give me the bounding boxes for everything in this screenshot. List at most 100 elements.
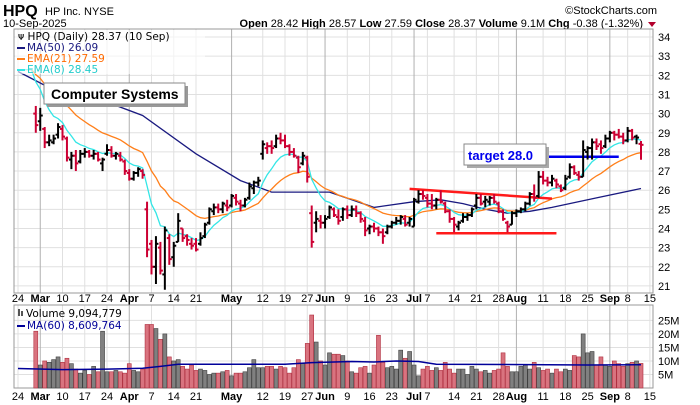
volume-bar: [514, 371, 519, 389]
close-label: Close: [415, 18, 445, 30]
volume-bar: [563, 368, 568, 389]
ohlc-bar: [206, 207, 212, 225]
date-tick-label: 10: [56, 391, 68, 403]
date-tick-label: 12: [257, 391, 269, 403]
volume-bar: [385, 367, 390, 389]
volume-bar: [505, 366, 510, 389]
ohlc-bar: [482, 195, 488, 208]
volume-bar: [162, 333, 168, 389]
ma50-line: [17, 70, 642, 214]
volume-bar: [540, 370, 546, 389]
price-panel: [13, 28, 654, 294]
ohlc-bar: [269, 140, 275, 154]
volume-bar: [549, 372, 555, 389]
ohlc-bar: [594, 138, 599, 150]
date-tick-label: Apr: [120, 391, 140, 403]
ohlc-bar: [616, 128, 622, 139]
exchange: NYSE: [84, 6, 114, 18]
ohlc-bar: [64, 136, 70, 162]
price-tick-label: 22: [658, 262, 670, 274]
ohlc-bar: [313, 211, 319, 233]
ohlc-bar: [398, 215, 404, 225]
volume-bar: [433, 367, 439, 389]
date-tick-label: 8: [625, 293, 631, 305]
volume-bar: [318, 360, 323, 389]
ohlc-bar: [598, 140, 604, 154]
date-tick-label: Mar: [30, 293, 50, 305]
volume-bar: [171, 360, 177, 389]
date-tick-label: 21: [470, 293, 482, 305]
volume-bar: [322, 364, 328, 389]
low-label: Low: [359, 18, 381, 30]
volume-bar: [33, 330, 39, 389]
date-tick-label: 28: [492, 391, 504, 403]
volume-bar: [500, 352, 506, 389]
down-arrow-icon: [648, 22, 656, 27]
volume-ma60-line: [17, 360, 642, 371]
volume-bar: [122, 372, 128, 389]
volume-bar: [327, 352, 332, 389]
ohlc-bar: [278, 132, 284, 145]
date-tick-label: 7: [148, 391, 154, 403]
ohlc-bar: [505, 220, 510, 233]
volume-bar: [238, 372, 243, 389]
volume-bar: [469, 366, 475, 389]
volume-bar: [425, 366, 430, 389]
date-tick-label: 25: [581, 293, 593, 305]
legend-ma50: MA(50) 26.09: [27, 42, 98, 54]
ohlc-bar: [46, 134, 52, 147]
price-tick-label: 23: [658, 243, 670, 255]
volume-bar: [358, 367, 363, 389]
volume-bar: [349, 371, 355, 389]
volume-bar: [37, 364, 43, 389]
volume-bar: [60, 362, 65, 389]
ohlc-bar: [140, 169, 146, 179]
ohlc-bar: [33, 105, 39, 133]
volume-bar: [211, 372, 217, 389]
volume-bar: [353, 372, 359, 389]
volume-bar: [456, 368, 461, 389]
chart-date: 10-Sep-2025: [3, 18, 67, 30]
date-tick-label: 9: [344, 293, 350, 305]
volume-icon: [18, 309, 20, 316]
ohlc-bar: [171, 241, 177, 267]
ohlc-bar: [456, 220, 462, 231]
ohlc-bar: [224, 199, 230, 212]
date-tick-label: May: [221, 293, 243, 305]
date-tick-label: 21: [190, 293, 202, 305]
ohlc-bar: [242, 197, 248, 208]
volume-bar: [545, 368, 550, 389]
date-tick-label: Sep: [600, 293, 620, 305]
volume-bar: [42, 360, 48, 389]
price-tick-label: 26: [658, 185, 670, 197]
ohlc-bar: [100, 157, 106, 172]
date-tick-label: 14: [448, 391, 460, 403]
volume-bar: [380, 362, 386, 389]
ohlc-bar: [540, 171, 546, 185]
date-tick-label: 14: [168, 391, 180, 403]
volume-bar: [193, 370, 199, 389]
ohlc-bar: [282, 134, 288, 149]
volume-bar: [282, 367, 288, 389]
ohlc-bar: [55, 123, 61, 139]
volume-bar: [362, 366, 368, 389]
ohlc-bar: [189, 238, 195, 250]
date-tick-label: 24: [101, 293, 113, 305]
ohlc-bar: [291, 148, 297, 158]
ohlc-bar: [562, 174, 568, 191]
volume-bar: [536, 367, 541, 389]
ohlc-bar: [335, 209, 341, 225]
price-tick-label: 31: [658, 89, 670, 101]
volume-bar: [55, 356, 61, 389]
volume-bar: [149, 324, 154, 389]
volume-bar: [603, 364, 608, 389]
date-tick-label: 23: [386, 293, 398, 305]
volume-bar: [158, 339, 163, 389]
ohlc-bar: [331, 207, 337, 217]
ohlc-bar: [634, 134, 640, 145]
volume-icon-bar: [21, 311, 23, 316]
volume-bar: [207, 374, 212, 389]
volume-bar: [589, 351, 595, 389]
date-tick-label: 17: [79, 391, 91, 403]
volume-bar: [260, 367, 266, 389]
